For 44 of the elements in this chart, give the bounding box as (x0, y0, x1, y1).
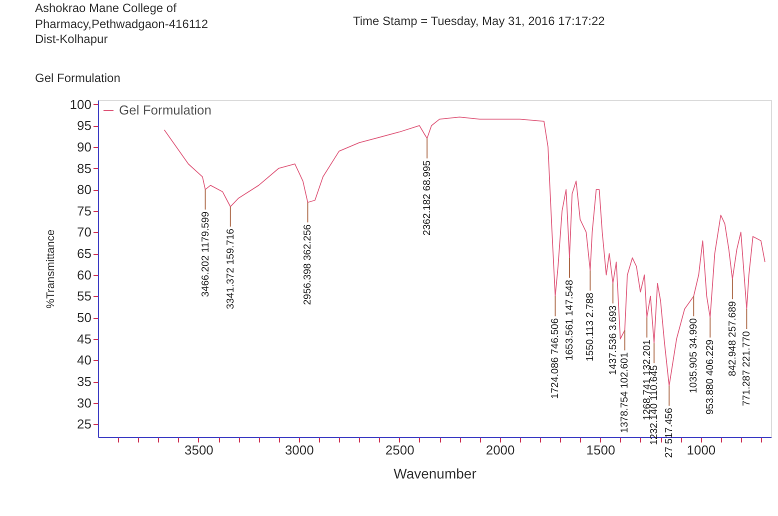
x-tick-label: 3500 (184, 442, 214, 458)
annotation: 2956.398 362.256 (302, 224, 314, 306)
text: Pharmacy,Pethwadgaon-416112 (35, 17, 208, 31)
x-tick-label: 3000 (284, 442, 314, 458)
annotation: 771.287 221.770 (742, 330, 753, 406)
y-tick-label: 60 (77, 267, 92, 282)
y-axis-title: %Transmittance (44, 229, 57, 309)
y-tick-label: 85 (77, 160, 92, 176)
annotation: 3466.202 1179.599 (200, 211, 212, 298)
annotation: 1653.561 147.548 (564, 279, 576, 360)
y-tick-label: 70 (77, 224, 92, 240)
y-tick-label: 50 (77, 310, 92, 326)
annotation: 2362.182 68.995 (422, 160, 434, 236)
x-tick-label: 2500 (385, 442, 414, 458)
y-tick-label: 35 (77, 374, 92, 390)
x-tick-label: 1000 (686, 442, 716, 458)
y-tick-label: 100 (70, 96, 92, 112)
x-tick-label: 1500 (586, 442, 616, 458)
y-tick-label: 75 (77, 203, 92, 218)
annotation: 1035.905 34.990 (688, 318, 700, 394)
chart-title: Gel Formulation (35, 71, 120, 85)
y-tick-label: 80 (77, 182, 92, 198)
annotation: 1724.086 746.506 (550, 318, 562, 399)
annotation: 3341.372 159.716 (225, 228, 236, 310)
x-axis-title: Wavenumber (394, 466, 477, 482)
text: Ashokrao Mane College of (35, 1, 178, 15)
annotation: 842.948 257.689 (727, 300, 738, 376)
annotation: 1437.536 3.693 (608, 304, 619, 375)
y-tick-label: 90 (77, 139, 92, 154)
annotation: 27 517.456 (664, 407, 676, 458)
y-tick-label: 95 (77, 118, 92, 134)
legend-label: Gel Formulation (119, 102, 212, 118)
annotation: 1550.113 2.788 (585, 292, 596, 362)
text: Time Stamp = Tuesday, May 31, 2016 17:17:22 (353, 14, 606, 28)
y-tick-label: 30 (77, 395, 92, 410)
annotation: 953.880 406.229 (705, 339, 716, 415)
y-tick-label: 45 (77, 331, 92, 346)
y-tick-label: 40 (77, 352, 92, 368)
x-tick-label: 2000 (486, 442, 515, 458)
text: Dist-Kolhapur (35, 32, 108, 46)
y-tick-label: 55 (77, 288, 92, 304)
y-tick-label: 65 (77, 246, 92, 262)
annotation: 1378.754 102.601 (620, 352, 631, 433)
y-tick-label: 25 (77, 416, 92, 432)
